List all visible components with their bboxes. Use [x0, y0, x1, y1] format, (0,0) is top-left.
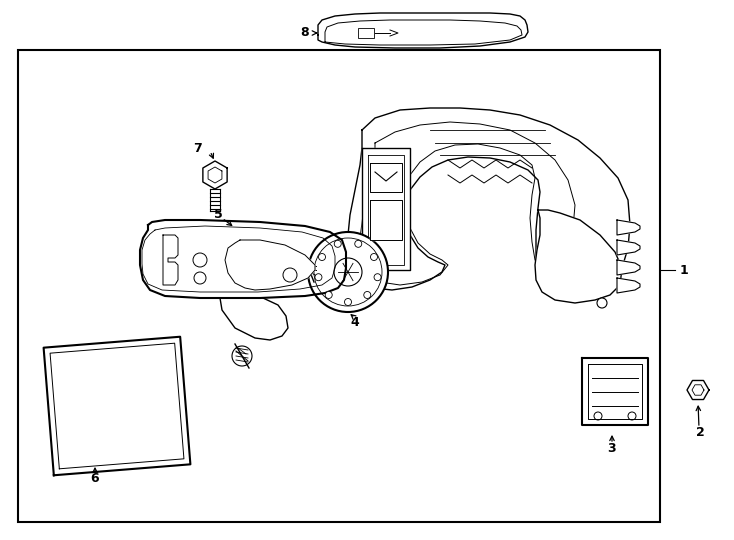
Text: 1: 1: [680, 264, 688, 276]
Circle shape: [597, 298, 607, 308]
Polygon shape: [617, 278, 640, 293]
Text: 2: 2: [696, 426, 705, 438]
Circle shape: [364, 292, 371, 299]
Text: 3: 3: [608, 442, 617, 455]
Circle shape: [374, 274, 381, 281]
Polygon shape: [535, 210, 622, 303]
Polygon shape: [370, 163, 402, 192]
Circle shape: [308, 232, 388, 312]
Polygon shape: [225, 240, 315, 290]
Circle shape: [371, 253, 377, 260]
Polygon shape: [140, 220, 346, 298]
Text: 5: 5: [214, 208, 222, 221]
Circle shape: [319, 253, 325, 260]
Bar: [358, 28, 374, 38]
Text: 7: 7: [194, 141, 203, 154]
Polygon shape: [582, 358, 648, 425]
Circle shape: [232, 346, 252, 366]
Polygon shape: [43, 337, 190, 475]
Polygon shape: [617, 240, 640, 255]
Polygon shape: [203, 161, 227, 189]
Circle shape: [355, 240, 362, 247]
Polygon shape: [617, 260, 640, 275]
Polygon shape: [617, 220, 640, 235]
Circle shape: [344, 299, 352, 306]
Text: 6: 6: [91, 471, 99, 484]
Text: 8: 8: [301, 26, 309, 39]
Bar: [18, 50, 660, 522]
Polygon shape: [687, 381, 709, 400]
Polygon shape: [318, 13, 528, 48]
Circle shape: [302, 264, 318, 280]
Polygon shape: [220, 298, 288, 340]
Polygon shape: [370, 200, 402, 240]
Polygon shape: [348, 108, 630, 293]
Circle shape: [315, 274, 322, 281]
Polygon shape: [362, 148, 410, 270]
Polygon shape: [163, 235, 178, 285]
Text: 4: 4: [351, 315, 360, 328]
Circle shape: [334, 240, 341, 247]
Circle shape: [325, 292, 333, 299]
